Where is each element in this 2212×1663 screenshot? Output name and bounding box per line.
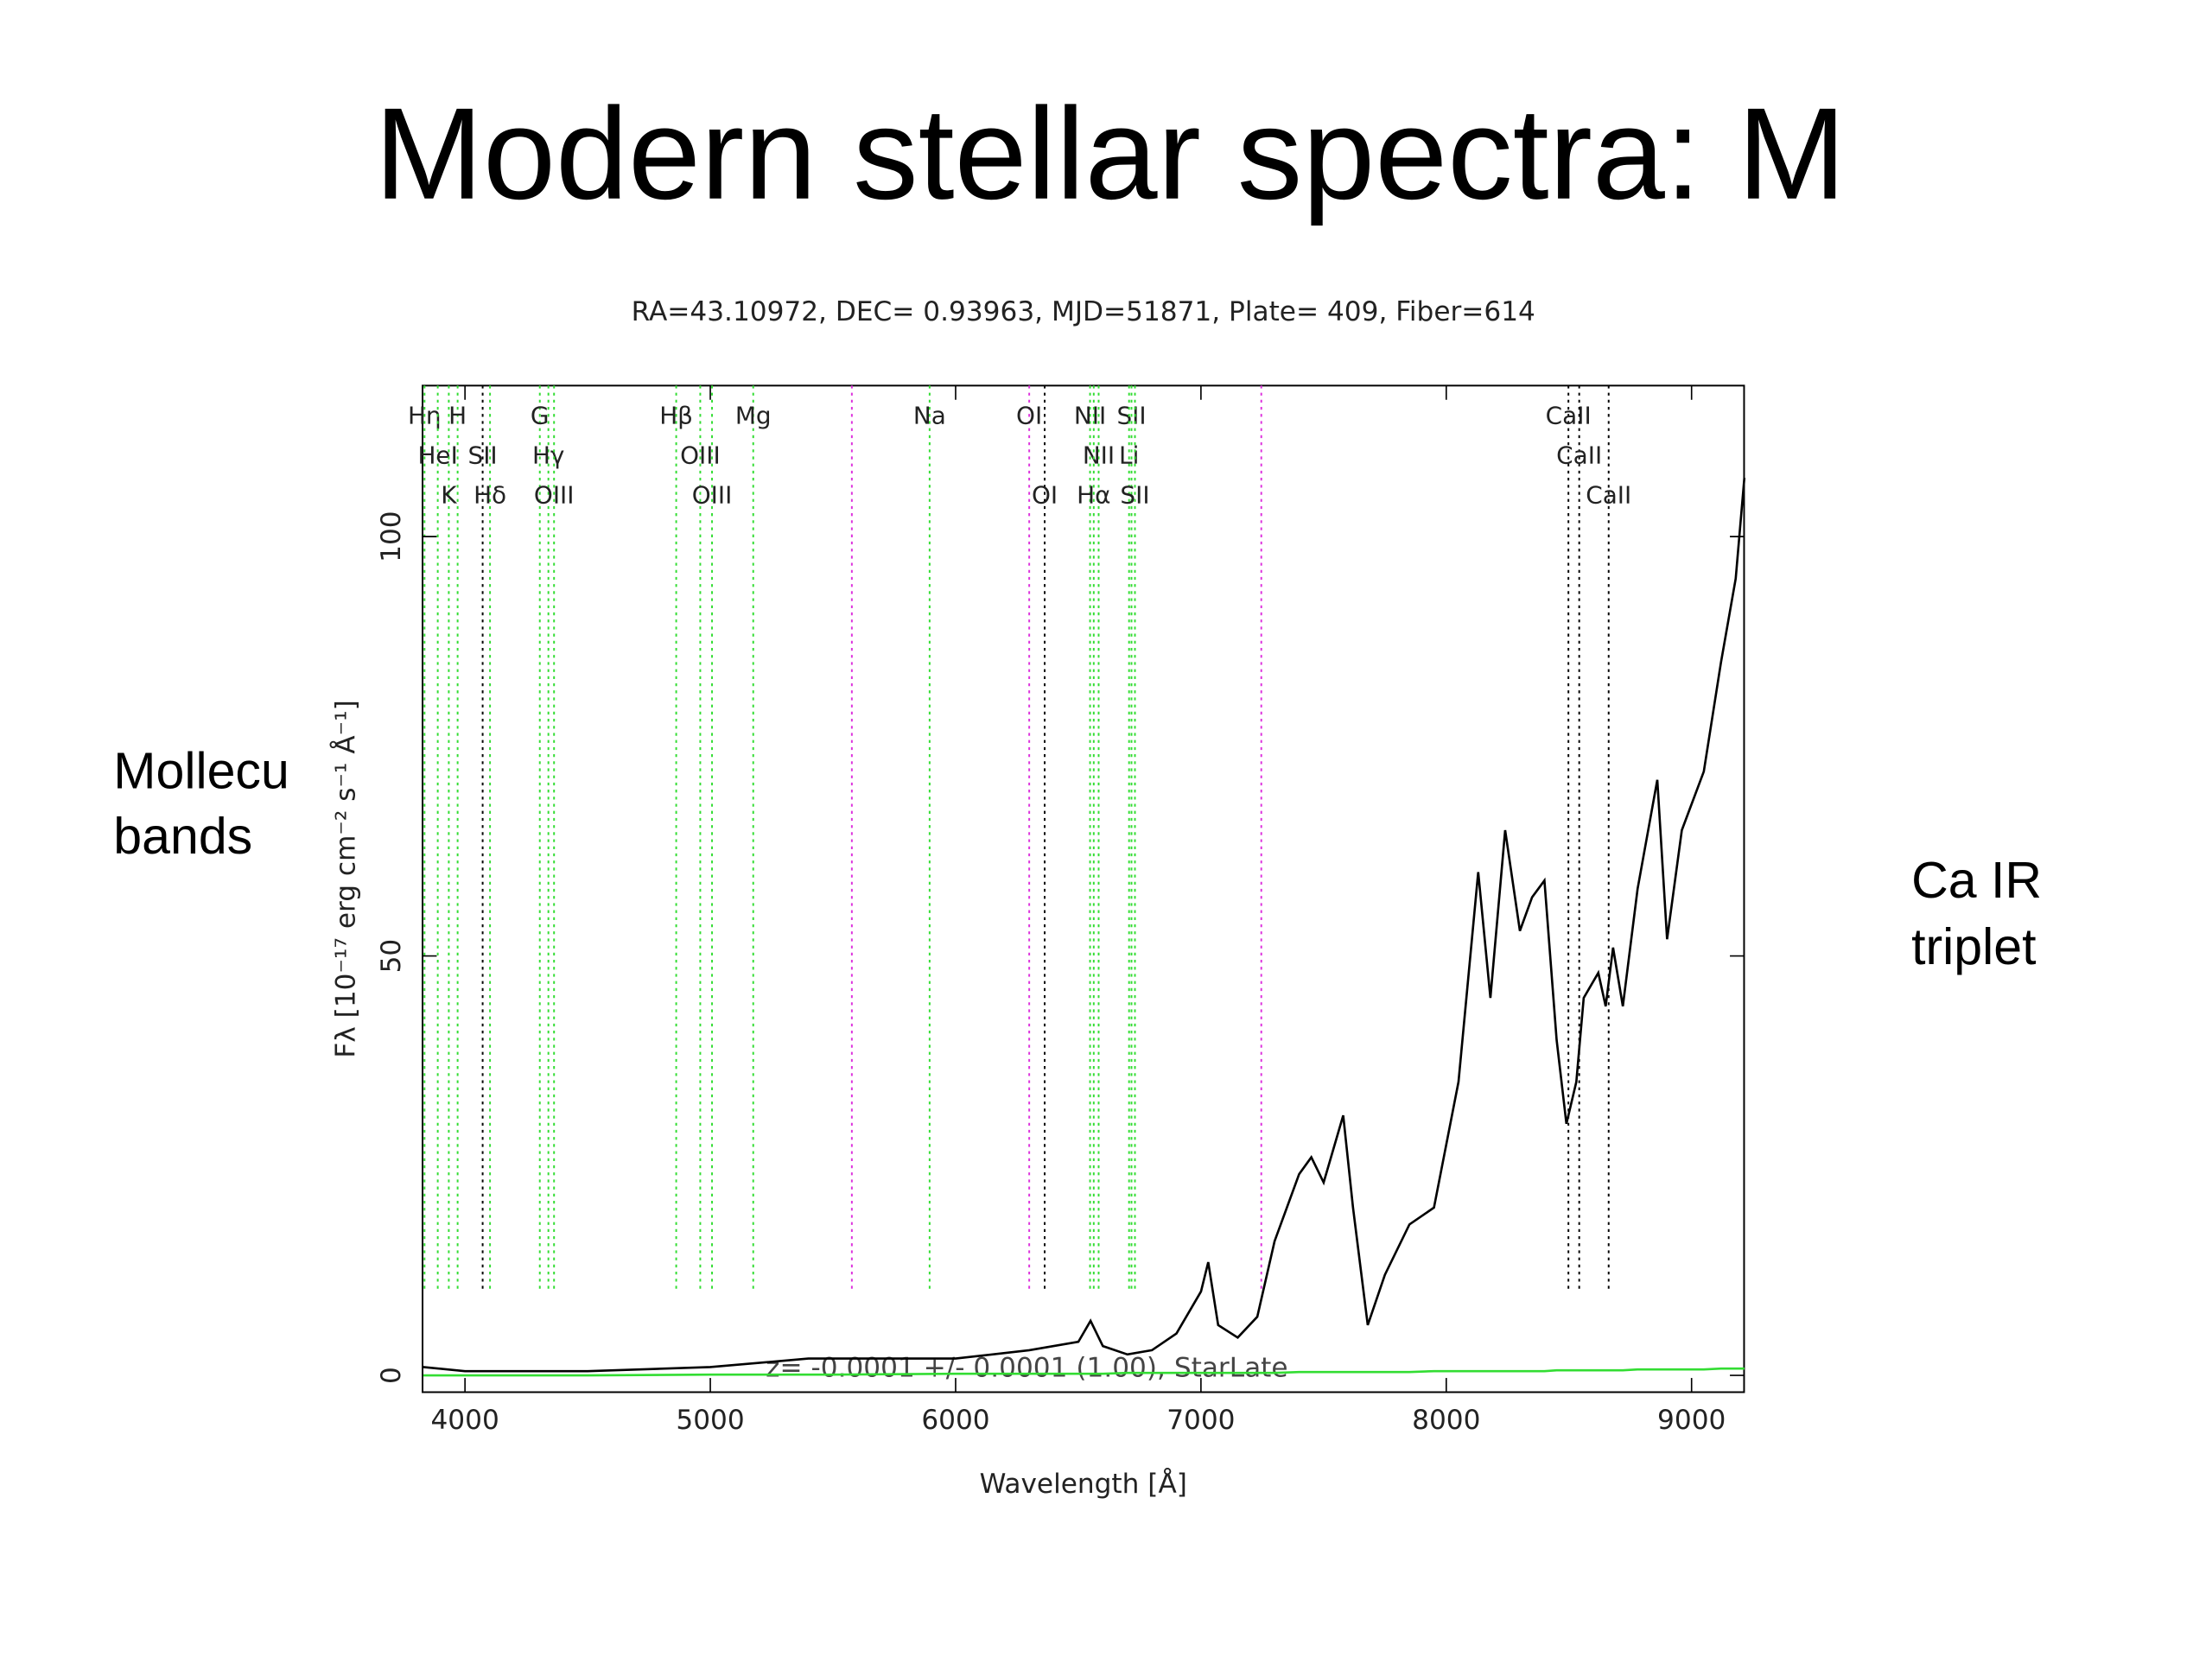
spectral-line-label: OIII — [680, 441, 721, 470]
x-tick-label: 8000 — [1412, 1405, 1480, 1436]
y-tick-label: 100 — [376, 511, 407, 562]
spectral-line-label: NII — [1083, 441, 1115, 470]
spectral-line-label: Hα — [1077, 481, 1110, 510]
slide-title: Modern stellar spectra: M — [374, 80, 1846, 226]
spectral-line-label: NII — [1074, 402, 1106, 430]
spectral-line-label: OIII — [692, 481, 733, 510]
spectral-line-label: G — [531, 402, 550, 430]
spectral-line-label: Na — [913, 402, 946, 430]
spectral-line-label: Mg — [735, 402, 772, 430]
x-tick-label: 6000 — [921, 1405, 989, 1436]
series-line — [423, 1367, 1745, 1377]
x-tick-label: 7000 — [1166, 1405, 1235, 1436]
chart-title: RA=43.10972, DEC= 0.93963, MJD=51871, Pl… — [632, 296, 1535, 327]
y-tick-label: 50 — [376, 939, 407, 974]
spectral-line-label: K — [441, 481, 457, 510]
spectral-line-label: SII — [1120, 481, 1149, 510]
x-axis-label: Wavelength [Å] — [980, 1467, 1187, 1500]
spectral-line-label: Li — [1119, 441, 1139, 470]
right-note: Ca IR — [1911, 852, 2042, 909]
spectral-line-label: SII — [1116, 402, 1146, 430]
spectral-line-label: H — [448, 402, 467, 430]
annotation: z= -0.0001 +/- 0.0001 (1.00), StarLate — [766, 1352, 1287, 1383]
spectral-line-label: Hη — [408, 402, 442, 430]
x-tick-label: 5000 — [676, 1405, 744, 1436]
spectral-line-label: SII — [468, 441, 498, 470]
spectral-line-label: OIII — [534, 481, 575, 510]
spectral-line-label: OI — [1016, 402, 1042, 430]
right-note: triplet — [1911, 918, 2036, 975]
left-note: Mollecu — [113, 742, 289, 799]
spectral-line-label: HeI — [417, 441, 457, 470]
left-note: bands — [113, 808, 252, 865]
spectral-line-label: CaII — [1586, 481, 1631, 510]
plot-frame — [422, 384, 1745, 1393]
spectral-line-label: Hγ — [532, 441, 564, 470]
spectral-line-label: CaII — [1546, 402, 1592, 430]
y-tick-label: 0 — [376, 1367, 407, 1384]
series-line — [423, 478, 1746, 1373]
spectral-line-label: OI — [1032, 481, 1058, 510]
spectral-line-label: Hβ — [659, 402, 693, 430]
spectral-line-label: CaII — [1556, 441, 1602, 470]
spectral-line-label: Hδ — [474, 481, 506, 510]
x-tick-label: 4000 — [430, 1405, 499, 1436]
y-axis-label: Fλ [10⁻¹⁷ erg cm⁻² s⁻¹ Å⁻¹] — [328, 700, 361, 1057]
x-tick-label: 9000 — [1657, 1405, 1726, 1436]
